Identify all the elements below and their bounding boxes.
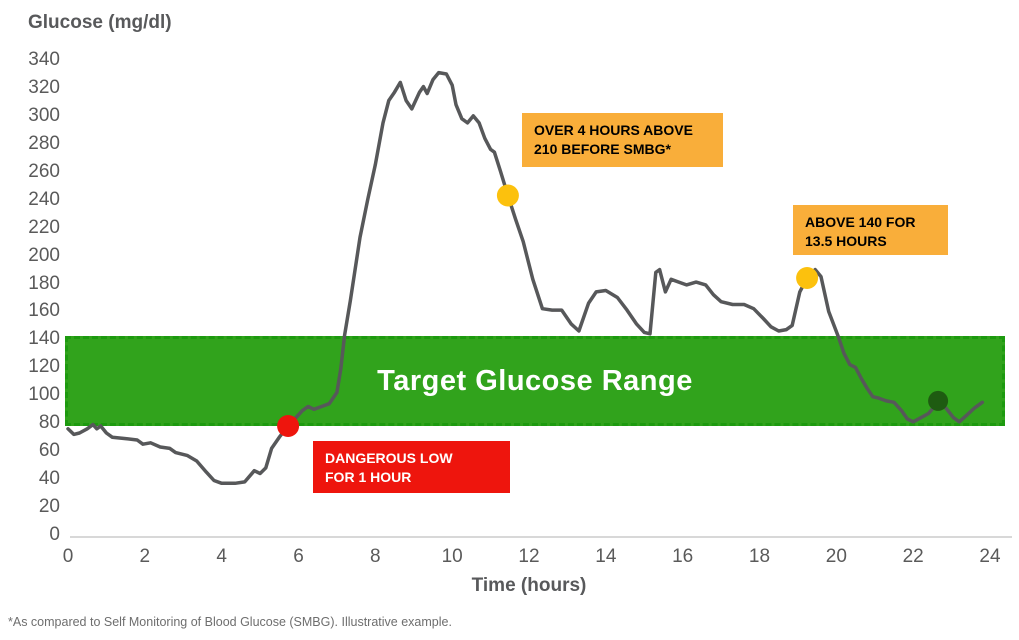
y-tick-label: 160	[28, 300, 60, 322]
x-axis-line	[70, 536, 1012, 538]
y-tick-label: 20	[38, 496, 60, 518]
y-tick-label: 260	[28, 160, 60, 182]
above-140-marker	[796, 267, 819, 289]
x-tick-label: 24	[979, 546, 1001, 567]
x-tick-label: 12	[518, 546, 540, 567]
x-tick-label: 20	[825, 546, 847, 567]
x-tick-label: 4	[216, 546, 227, 567]
y-tick-label: 140	[28, 328, 60, 350]
x-tick-label: 6	[293, 546, 304, 567]
x-tick-label: 8	[370, 546, 381, 567]
glucose-line	[66, 70, 985, 486]
y-tick-label: 40	[38, 468, 60, 490]
above-140-note: ABOVE 140 FOR 13.5 HOURS	[793, 205, 948, 255]
dangerous-low-marker	[277, 415, 300, 437]
y-axis-title: Glucose (mg/dl)	[28, 12, 172, 33]
x-tick-label: 0	[62, 546, 74, 567]
y-tick-label: 320	[28, 76, 60, 98]
end-of-day-marker	[928, 390, 949, 411]
y-tick-label: 100	[28, 384, 60, 406]
x-tick-label: 14	[595, 546, 617, 567]
y-tick-label: 80	[38, 412, 60, 434]
y-tick-label: 240	[28, 188, 60, 210]
smbg-marker	[496, 184, 519, 207]
x-tick-label: 16	[672, 546, 694, 567]
dangerous-low-note: DANGEROUS LOW FOR 1 HOUR	[313, 441, 510, 493]
y-tick-label: 200	[28, 244, 60, 266]
x-tick-label: 2	[139, 546, 151, 567]
target-range-band: Target Glucose Range	[65, 336, 1005, 427]
target-range-label: Target Glucose Range	[377, 364, 693, 397]
y-tick-label: 60	[38, 440, 60, 462]
y-tick-label: 220	[28, 216, 60, 238]
x-tick-label: 18	[748, 546, 771, 567]
x-tick-label: 10	[441, 546, 463, 567]
y-tick-label: 120	[28, 356, 60, 378]
y-tick-label: 300	[28, 104, 60, 126]
footnote: *As compared to Self Monitoring of Blood…	[8, 615, 452, 629]
y-tick-label: 0	[49, 524, 60, 545]
y-tick-label: 280	[28, 132, 60, 154]
over-4-hours-note: OVER 4 HOURS ABOVE 210 BEFORE SMBG*	[522, 113, 723, 167]
x-axis-title: Time (hours)	[471, 575, 587, 596]
y-tick-label: 180	[28, 272, 60, 294]
x-tick-label: 22	[902, 546, 924, 567]
y-tick-label: 340	[28, 49, 60, 71]
